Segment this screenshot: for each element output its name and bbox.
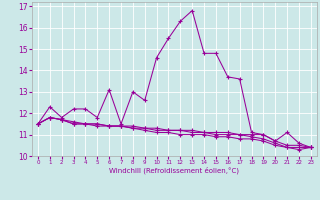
X-axis label: Windchill (Refroidissement éolien,°C): Windchill (Refroidissement éolien,°C) (109, 167, 239, 174)
